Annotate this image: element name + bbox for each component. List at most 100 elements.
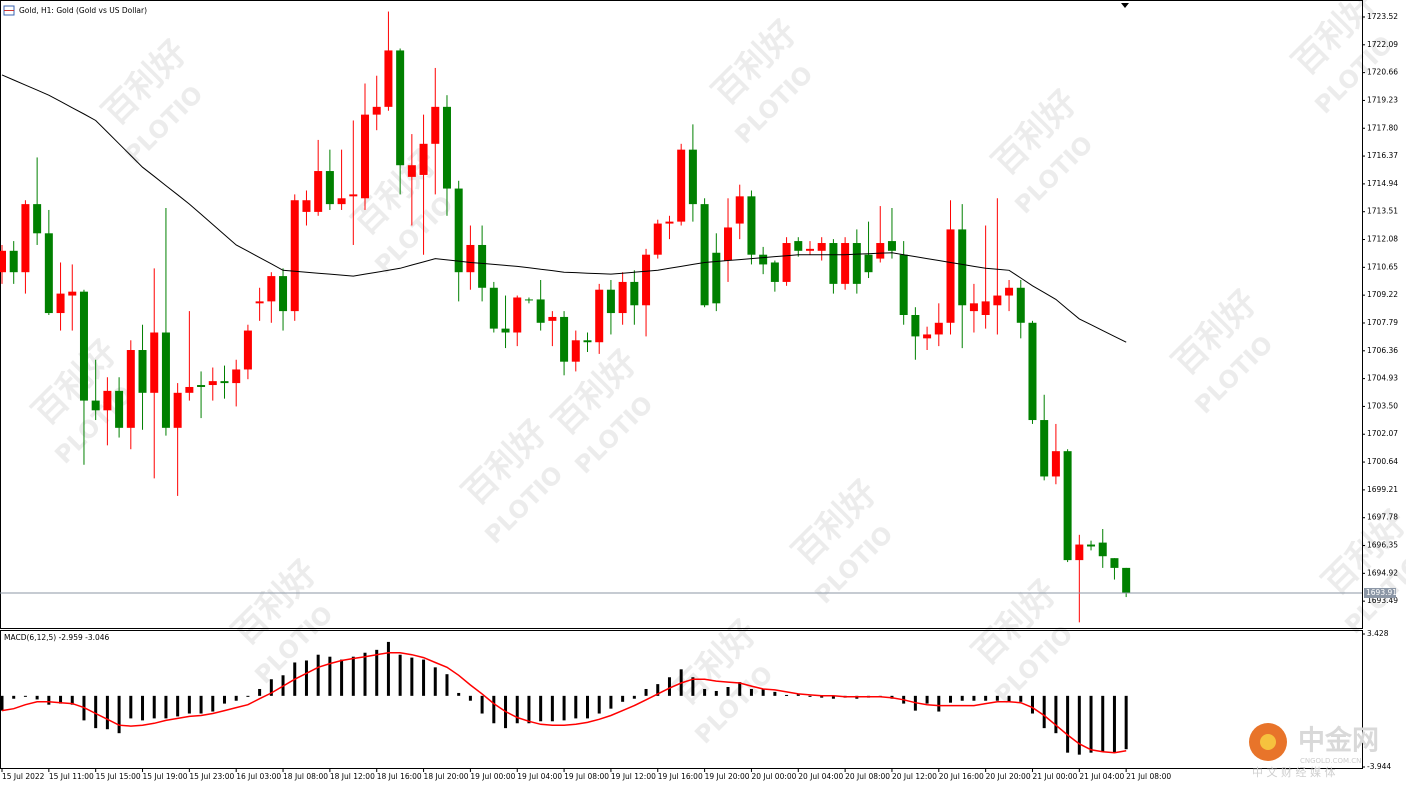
y-tick-label: 1719.23 <box>1367 95 1398 104</box>
macd-bar <box>316 654 320 696</box>
y-tick-label: 1704.93 <box>1367 374 1398 383</box>
y-tick-label: 1707.79 <box>1367 318 1398 327</box>
macd-bar <box>761 688 765 696</box>
x-tick-label: 15 Jul 15:00 <box>96 772 141 781</box>
macd-bar <box>667 677 671 696</box>
macd-bar <box>375 649 379 696</box>
y-tick-label: 1723.52 <box>1367 12 1398 21</box>
logo: 中金网 CNGOLD.COM.CN 中 文 财 经 媒 体 <box>1249 723 1379 779</box>
macd-bar <box>398 654 402 696</box>
macd-bar <box>386 641 390 696</box>
candle-body <box>44 233 53 314</box>
y-tick-label: 1699.21 <box>1367 485 1398 494</box>
x-tick-label: 20 Jul 20:00 <box>986 772 1031 781</box>
candle-body <box>759 254 768 265</box>
macd-bar <box>59 695 63 704</box>
y-tick-label: 1697.78 <box>1367 513 1398 522</box>
candle-body <box>407 165 416 177</box>
macd-bar <box>410 657 414 696</box>
x-tick-label: 21 Jul 08:00 <box>1126 772 1171 781</box>
candle-body <box>103 390 112 411</box>
macd-bar <box>1054 695 1058 734</box>
last-price-label: 1693.91 <box>1366 588 1397 597</box>
macd-bar <box>304 660 308 696</box>
macd-bar <box>632 695 636 699</box>
candle-body <box>536 299 545 323</box>
candle-body <box>21 204 30 273</box>
macd-bar <box>1101 695 1105 752</box>
macd-bar <box>199 695 203 714</box>
candle-body <box>232 369 241 384</box>
macd-bar <box>691 677 695 696</box>
price-frame <box>0 0 1363 629</box>
candle-body <box>349 194 358 197</box>
candle-body <box>68 291 77 296</box>
macd-bar <box>1124 695 1128 750</box>
y-tick-label: 1712.08 <box>1367 235 1398 244</box>
x-tick-label: 18 Jul 08:00 <box>283 772 328 781</box>
candle-body <box>1063 451 1072 561</box>
macd-bar <box>94 695 98 729</box>
x-tick-label: 15 Jul 11:00 <box>49 772 94 781</box>
candle-body <box>431 106 440 144</box>
candle-body <box>1005 287 1014 296</box>
macd-bar <box>820 695 824 698</box>
macd-bar <box>656 684 660 696</box>
macd-bar <box>234 695 238 701</box>
signal-line <box>1 651 1127 754</box>
macd-bar <box>726 687 730 696</box>
x-tick-label: 15 Jul 2022 <box>2 772 45 781</box>
candle-body <box>384 50 393 107</box>
x-tick-label: 20 Jul 04:00 <box>798 772 843 781</box>
candle-body <box>712 252 721 304</box>
candle-body <box>782 243 791 282</box>
candle-body <box>1040 420 1049 477</box>
candle-body <box>735 196 744 224</box>
y-tick-label: 1709.22 <box>1367 290 1398 299</box>
candle-body <box>1016 287 1025 323</box>
macd-bar <box>269 679 273 696</box>
candle-body <box>571 340 580 362</box>
logo-slogan: 中 文 财 经 媒 体 <box>1252 765 1335 779</box>
macd-bar <box>1112 695 1116 753</box>
candle-body <box>841 243 850 284</box>
candle-body <box>981 301 990 315</box>
macd-bar <box>597 695 601 714</box>
y-tick-label: 1700.64 <box>1367 457 1398 466</box>
y-tick-label: 1716.37 <box>1367 151 1398 160</box>
y-tick-label: 1696.35 <box>1367 541 1398 550</box>
macd-bar <box>152 695 156 719</box>
candle-body <box>56 293 65 314</box>
x-tick-label: 19 Jul 00:00 <box>470 772 515 781</box>
candle-body <box>220 381 229 384</box>
y-tick-label: 1693.49 <box>1367 596 1398 605</box>
candle-body <box>876 243 885 259</box>
macd-bar <box>1066 695 1070 753</box>
candle-body <box>677 149 686 222</box>
y-tick-label: 3.428 <box>1367 629 1389 638</box>
candle-body <box>126 350 135 428</box>
x-tick-label: 18 Jul 16:00 <box>377 772 422 781</box>
macd-bar <box>422 659 426 696</box>
macd-bar <box>714 690 718 696</box>
candle-body <box>1075 544 1084 561</box>
macd-bar <box>105 695 109 730</box>
candle-body <box>325 171 334 205</box>
x-tick-label: 21 Jul 00:00 <box>1032 772 1077 781</box>
x-tick-label: 18 Jul 12:00 <box>330 772 375 781</box>
candle-body <box>501 328 510 333</box>
candle-body <box>1098 542 1107 557</box>
x-tick-label: 19 Jul 16:00 <box>658 772 703 781</box>
x-tick-label: 19 Jul 20:00 <box>705 772 750 781</box>
candle-body <box>185 386 194 393</box>
macd-bar <box>574 695 578 719</box>
macd-bar <box>609 695 613 709</box>
x-tick-label: 18 Jul 20:00 <box>424 772 469 781</box>
macd-bar <box>445 674 449 696</box>
macd-bar <box>176 695 180 717</box>
candle-body <box>396 50 405 166</box>
y-tick-label: 1702.07 <box>1367 429 1398 438</box>
macd-bar <box>328 656 332 696</box>
candle-body <box>724 227 733 261</box>
